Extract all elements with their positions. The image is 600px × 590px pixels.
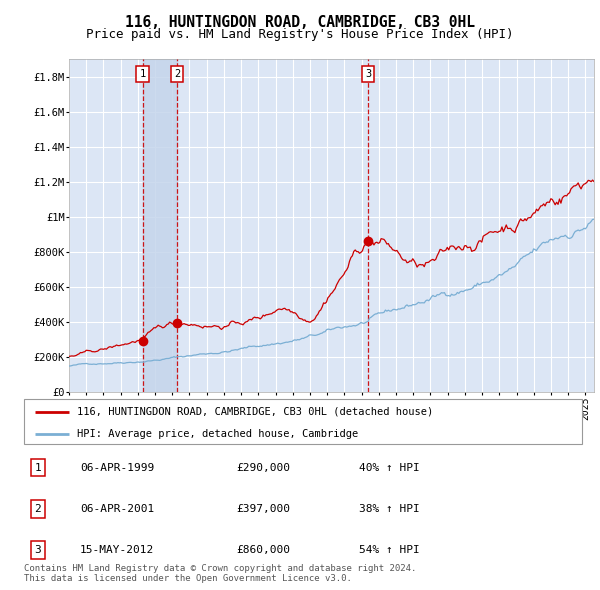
Text: 15-MAY-2012: 15-MAY-2012 <box>80 545 154 555</box>
Text: 40% ↑ HPI: 40% ↑ HPI <box>359 463 419 473</box>
Text: £290,000: £290,000 <box>236 463 290 473</box>
Text: 1: 1 <box>139 69 146 79</box>
Text: 116, HUNTINGDON ROAD, CAMBRIDGE, CB3 0HL (detached house): 116, HUNTINGDON ROAD, CAMBRIDGE, CB3 0HL… <box>77 407 433 417</box>
Text: 1: 1 <box>35 463 41 473</box>
Text: 2: 2 <box>174 69 180 79</box>
Text: 3: 3 <box>35 545 41 555</box>
Text: HPI: Average price, detached house, Cambridge: HPI: Average price, detached house, Camb… <box>77 428 358 438</box>
Text: 3: 3 <box>365 69 371 79</box>
Text: 2: 2 <box>35 504 41 514</box>
Text: £860,000: £860,000 <box>236 545 290 555</box>
Text: 116, HUNTINGDON ROAD, CAMBRIDGE, CB3 0HL: 116, HUNTINGDON ROAD, CAMBRIDGE, CB3 0HL <box>125 15 475 30</box>
FancyBboxPatch shape <box>24 399 582 444</box>
Text: 06-APR-2001: 06-APR-2001 <box>80 504 154 514</box>
Text: 54% ↑ HPI: 54% ↑ HPI <box>359 545 419 555</box>
Text: 06-APR-1999: 06-APR-1999 <box>80 463 154 473</box>
Text: £397,000: £397,000 <box>236 504 290 514</box>
Text: Contains HM Land Registry data © Crown copyright and database right 2024.
This d: Contains HM Land Registry data © Crown c… <box>24 563 416 583</box>
Text: 38% ↑ HPI: 38% ↑ HPI <box>359 504 419 514</box>
Bar <box>143 59 177 392</box>
Text: Price paid vs. HM Land Registry's House Price Index (HPI): Price paid vs. HM Land Registry's House … <box>86 28 514 41</box>
